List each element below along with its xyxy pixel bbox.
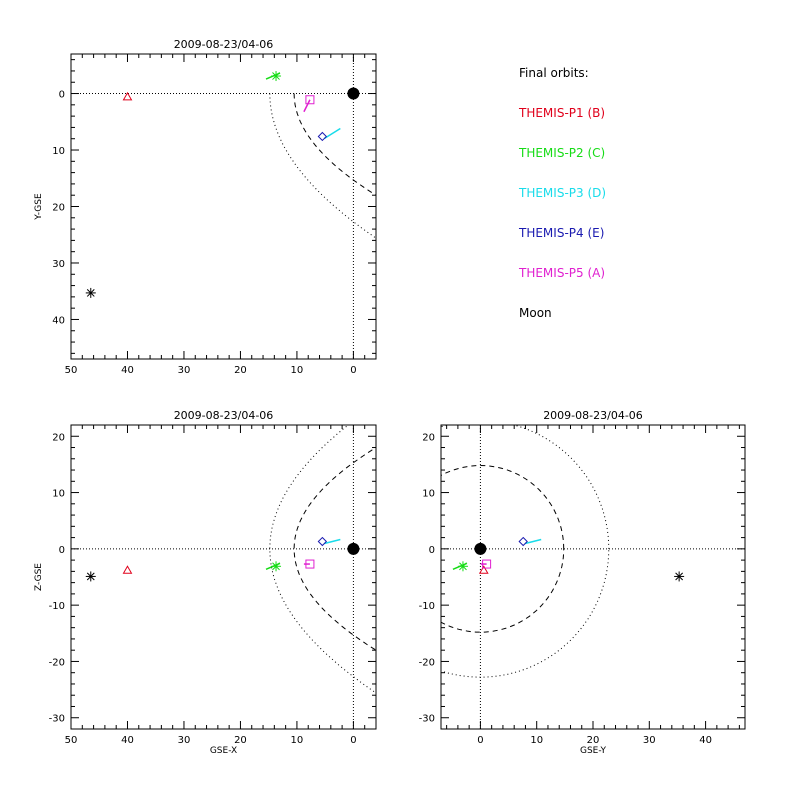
plot-frame (70, 424, 377, 730)
themis-p1-b-marker (122, 565, 133, 574)
y-tick-label: 20 (422, 432, 435, 443)
legend-item-themis-p3: THEMIS-P3 (D) (519, 186, 607, 200)
magnetopause-curve (293, 93, 376, 196)
x-tick-label: 20 (587, 735, 600, 746)
plot-area (71, 425, 376, 729)
x-tick-label: 0 (350, 735, 356, 746)
legend-item-themis-p4: THEMIS-P4 (E) (519, 226, 605, 240)
x-tick-label: 0 (477, 735, 483, 746)
x-axis-label: GSE-X (210, 746, 237, 756)
themis-p4-e-marker (317, 131, 328, 142)
y-tick-label: -20 (419, 657, 435, 668)
plot-frame (440, 424, 746, 730)
themis-p2-c-marker (452, 561, 468, 572)
y-axis-label: Z-GSE (34, 563, 44, 591)
themis-p1-b-marker (122, 91, 133, 101)
magnetopause-curve (293, 446, 376, 651)
moon-marker (85, 571, 96, 582)
y-tick-label: 20 (52, 203, 65, 214)
earth-marker (474, 542, 487, 555)
x-tick-label: 40 (699, 735, 712, 746)
y-tick-label: 0 (59, 545, 65, 556)
y-tick-label: 10 (52, 146, 65, 157)
themis-p3-d-trace (323, 127, 341, 140)
x-tick-label: 40 (121, 735, 134, 746)
legend-item-themis-p1: THEMIS-P1 (B) (519, 106, 606, 120)
y-tick-label: 0 (429, 545, 435, 556)
ticks: 0 10 20 30 40 20 10 0 -10 -20 -30 (419, 424, 745, 746)
earth-marker (347, 542, 360, 555)
themis-p5-a-marker (305, 95, 315, 105)
y-axis-label: Y-GSE (34, 193, 44, 221)
x-tick-label: 30 (643, 735, 656, 746)
x-tick-label: 50 (65, 365, 78, 376)
chart-title: 2009-08-23/04-06 (543, 409, 643, 422)
plot-area (71, 54, 376, 359)
x-tick-label: 40 (121, 365, 134, 376)
legend-item-themis-p5: THEMIS-P5 (A) (519, 266, 606, 280)
x-tick-label: 30 (178, 735, 191, 746)
moon-marker (85, 287, 96, 298)
legend-item-moon: Moon (519, 306, 552, 320)
themis-p5-a-marker (305, 559, 315, 569)
plot-area (441, 425, 745, 729)
plot-frame (70, 53, 377, 360)
x-tick-label: 10 (291, 365, 304, 376)
x-tick-label: 20 (234, 735, 247, 746)
x-tick-label: 50 (65, 735, 78, 746)
themis-p4-e-marker (317, 536, 328, 547)
y-tick-label: 0 (59, 90, 65, 101)
magnetopause-curve (441, 464, 565, 633)
legend-title: Final orbits: (519, 66, 589, 80)
panel-3: 0 10 20 30 40 20 10 0 -10 -20 -30 2009-08-23/04-06 G… (419, 409, 746, 756)
y-tick-label: -20 (49, 657, 65, 668)
y-tick-label: -30 (49, 714, 65, 725)
chart-title: 2009-08-23/04-06 (174, 409, 274, 422)
y-tick-label: 40 (52, 315, 65, 326)
y-tick-label: 10 (52, 489, 65, 500)
y-tick-label: 30 (52, 259, 65, 270)
ticks: 50 40 30 20 10 0 0 10 20 30 40 (52, 54, 377, 376)
themis-p5-a-trace (303, 99, 311, 113)
chart-title: 2009-08-23/04-06 (174, 38, 274, 51)
x-axis-label: GSE-Y (580, 746, 607, 756)
themis-p2-c-marker (265, 561, 282, 572)
x-tick-label: 30 (178, 365, 191, 376)
ticks: 50 40 30 20 10 0 20 10 0 -10 -20 -30 (49, 424, 377, 746)
themis-p1-b-marker (478, 565, 489, 574)
x-tick-label: 0 (350, 365, 356, 376)
y-tick-label: -10 (419, 601, 435, 612)
x-tick-label: 10 (530, 735, 543, 746)
themis-p4-e-marker (518, 536, 528, 547)
moon-marker (674, 571, 685, 582)
y-tick-label: 20 (52, 432, 65, 443)
y-tick-label: -30 (419, 714, 435, 725)
themis-p2-c-marker (265, 71, 282, 82)
legend-item-themis-p2: THEMIS-P2 (C) (519, 146, 606, 160)
themis-p5-a-marker (482, 559, 492, 569)
themis-p3-d-trace (525, 538, 542, 545)
y-tick-label: -10 (49, 601, 65, 612)
themis-p3-d-trace (324, 538, 341, 545)
bow-shock-curve (441, 425, 610, 678)
bow-shock-curve (269, 93, 376, 239)
earth-marker (347, 87, 360, 100)
panel-2: 50 40 30 20 10 0 20 10 0 -10 -20 -30 2009-08-23/04-0… (34, 409, 377, 756)
y-tick-label: 10 (422, 489, 435, 500)
x-tick-label: 10 (291, 735, 304, 746)
x-tick-label: 20 (234, 365, 247, 376)
panel-1: 50 40 30 20 10 0 0 10 20 30 40 2009-08-23/04-06 Y-GS… (34, 38, 377, 376)
